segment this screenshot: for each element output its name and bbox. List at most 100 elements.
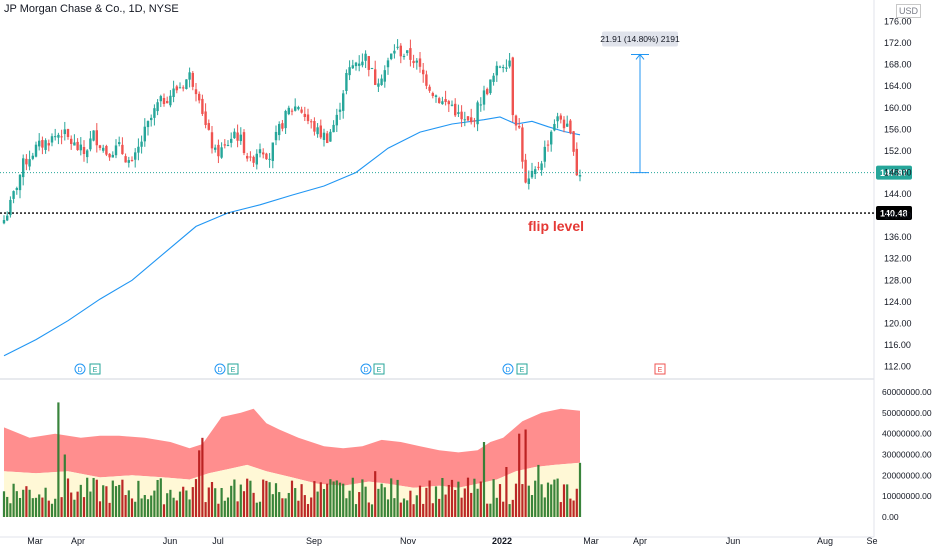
candle-body (169, 95, 172, 106)
candle-body (124, 156, 127, 163)
volume-bar (31, 498, 34, 517)
volume-bar (150, 495, 153, 517)
candle-body (444, 99, 447, 102)
volume-bar (415, 495, 418, 517)
volume-bar (12, 483, 15, 517)
candle-body (383, 70, 386, 82)
volume-bar (322, 489, 326, 517)
candle-body (258, 149, 262, 154)
candle-body (79, 144, 82, 151)
candle-body (393, 50, 396, 54)
volume-bar (246, 478, 249, 517)
candle-body (220, 147, 223, 158)
candle-body (102, 147, 105, 151)
volume-bar (425, 487, 428, 517)
volume-bar (319, 482, 322, 517)
volume-bar (262, 479, 265, 517)
volume-bar (578, 462, 582, 517)
candle-body (380, 78, 383, 86)
volume-bar (380, 483, 383, 517)
volume-bar (220, 488, 223, 517)
volume-bar (86, 477, 89, 517)
candle-body (242, 132, 246, 154)
volume-bar (57, 402, 60, 517)
volume-bar (338, 482, 342, 517)
candle-body (12, 191, 15, 199)
volume-bar (60, 497, 63, 517)
volume-bar (230, 485, 233, 517)
candle-body (434, 95, 438, 97)
candle-body (210, 132, 214, 149)
volume-bar (367, 502, 370, 517)
volume-bar (473, 478, 476, 517)
volume-bar (127, 490, 130, 517)
volume-bar (89, 491, 92, 517)
candle-body (236, 132, 239, 141)
candle-body (278, 124, 281, 136)
price-tick-label: 112.00 (884, 362, 911, 372)
measure-arrowhead (635, 53, 645, 60)
dividend-marker (360, 363, 372, 375)
candle-body (527, 178, 530, 185)
candle-body (191, 72, 194, 87)
earnings-marker-upcoming (654, 363, 666, 375)
volume-bar (364, 486, 367, 517)
candle-body (303, 113, 306, 118)
volume-bar (223, 500, 226, 517)
volume-bar (9, 503, 12, 517)
candle-body (130, 159, 134, 161)
candle-body (66, 129, 70, 137)
volume-bar (156, 479, 159, 517)
volume-bar (447, 484, 450, 517)
volume-bar (470, 492, 473, 517)
candle-body (335, 114, 338, 126)
volume-bar (348, 490, 351, 517)
volume-bar (562, 484, 566, 517)
candle-body (207, 123, 210, 130)
candle-body (508, 60, 511, 67)
candle-body (489, 79, 492, 94)
volume-bar (274, 483, 278, 517)
candle-body (502, 67, 505, 69)
volume-bar (159, 478, 162, 517)
volume-bar (134, 501, 137, 517)
price-tick-label: 176.00 (884, 17, 912, 27)
candle-body (47, 143, 50, 146)
price-tick-label: 124.00 (884, 297, 912, 307)
ma-line (3, 116, 581, 357)
volume-bar (76, 491, 79, 517)
price-tick-label: 132.00 (884, 254, 912, 264)
volume-bar (540, 484, 543, 517)
volume-bar (495, 497, 498, 517)
volume-bar (175, 500, 178, 517)
candle-body (374, 69, 377, 85)
price-tick-label: 128.00 (884, 275, 912, 285)
candle-body (226, 144, 230, 146)
volume-bar (265, 480, 268, 517)
volume-bar (146, 499, 150, 517)
volume-bar (281, 498, 284, 517)
volume-bar (201, 437, 204, 517)
volume-bar (140, 498, 143, 517)
price-tick-label: 152.00 (884, 146, 912, 156)
candle-body (313, 121, 316, 132)
candle-body (505, 67, 508, 69)
currency-badge[interactable]: USD (896, 4, 922, 18)
candle-body (412, 60, 415, 64)
candle-body (316, 127, 319, 135)
candle-body (390, 53, 393, 60)
volume-bar (559, 502, 562, 517)
candle-body (146, 121, 150, 128)
candle-body (345, 72, 348, 91)
candle-body (370, 67, 374, 69)
volume-bar (268, 482, 271, 517)
price-tick-label: 120.00 (884, 318, 912, 328)
dividend-glyph: D (505, 367, 510, 374)
volume-bar (28, 489, 31, 517)
time-tick-label: Mar (583, 536, 599, 546)
candle-body (175, 86, 178, 91)
volume-bar (310, 497, 313, 517)
volume-bar (153, 490, 156, 517)
volume-bar (182, 486, 185, 517)
